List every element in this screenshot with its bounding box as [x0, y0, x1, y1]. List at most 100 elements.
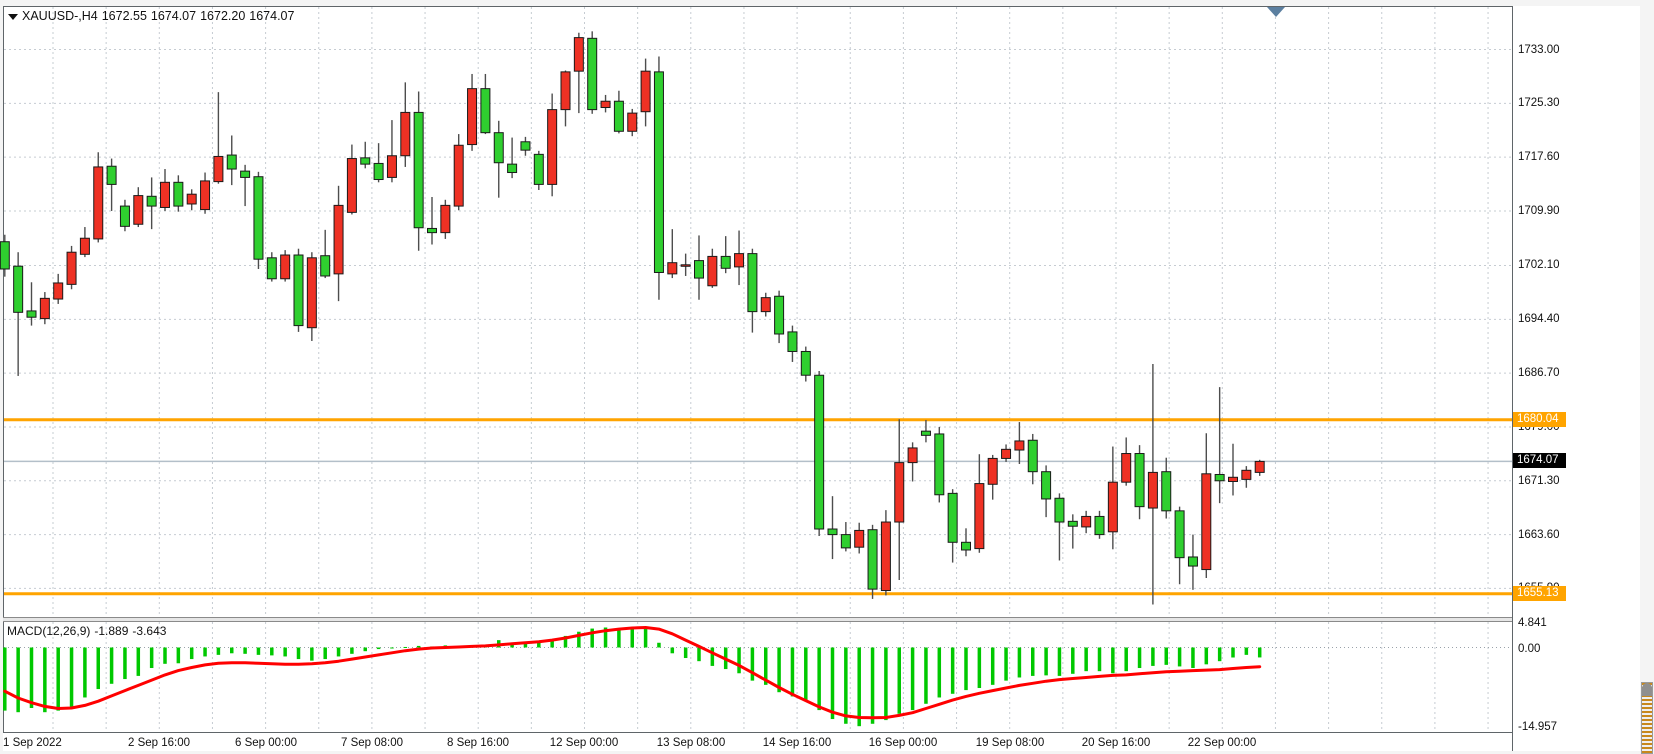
macd-histogram-bar	[977, 647, 982, 689]
time-axis-label: 16 Sep 00:00	[868, 737, 938, 749]
macd-histogram-bar	[350, 647, 354, 654]
price-axis-tick-label: 1709.90	[1518, 204, 1560, 217]
candle	[840, 522, 851, 552]
macd-histogram-bar	[1217, 647, 1222, 662]
macd-histogram-bar	[563, 635, 568, 648]
scrollbar-cap[interactable]	[1642, 683, 1652, 696]
price-axis-tick-label: 1671.30	[1518, 474, 1560, 487]
macd-signal-line	[3, 626, 1262, 720]
candle	[827, 496, 838, 560]
macd-histogram-bar	[216, 647, 221, 655]
macd-histogram-bar	[804, 647, 808, 702]
price-axis-tick-label: 1702.10	[1518, 259, 1560, 272]
price-axis-tick-label: 1725.30	[1518, 97, 1560, 110]
candle	[1067, 514, 1078, 549]
time-axis-label: 1 Sep 2022	[3, 737, 62, 749]
time-axis[interactable]	[3, 732, 1640, 751]
price-axis-tick-label: 1717.60	[1518, 151, 1560, 164]
candle	[987, 454, 998, 500]
candle	[934, 426, 945, 503]
macd-histogram-bar	[790, 647, 795, 697]
macd-histogram-bar	[577, 631, 581, 648]
macd-histogram-bar	[683, 647, 688, 659]
time-axis-label: 13 Sep 08:00	[656, 737, 726, 749]
time-axis-label: 12 Sep 00:00	[549, 737, 619, 749]
macd-histogram-bar	[617, 628, 621, 648]
price-axis-tick-label: 1733.00	[1518, 43, 1560, 56]
macd-histogram-bar	[1111, 647, 1115, 674]
macd-histogram-bar	[109, 647, 114, 684]
macd-histogram-bar	[83, 647, 87, 698]
candle	[200, 172, 211, 214]
candle	[533, 150, 544, 190]
macd-histogram-bar	[750, 647, 755, 681]
vertical-gridlines	[52, 7, 1489, 736]
candle	[480, 73, 491, 135]
pane-separator[interactable]	[3, 617, 1640, 622]
candle	[1081, 510, 1092, 534]
candle	[547, 93, 558, 197]
macd-histogram-bar	[764, 647, 768, 685]
candle	[573, 32, 584, 114]
candle	[160, 169, 170, 211]
candle	[961, 528, 971, 557]
macd-histogram-bar	[1031, 647, 1035, 676]
macd-histogram-bar	[96, 647, 100, 690]
macd-histogram-bar	[189, 647, 194, 660]
candle	[280, 250, 291, 282]
symbol-collapse-arrow-icon[interactable]	[8, 13, 18, 20]
macd-histogram-bar	[1231, 647, 1235, 658]
price-axis-tick-label: 1663.60	[1518, 528, 1560, 541]
macd-histogram-bar	[43, 647, 47, 713]
macd-histogram-bar	[136, 647, 141, 676]
macd-main-value: -1.889	[94, 624, 129, 638]
candle	[400, 82, 411, 167]
candle	[493, 120, 504, 198]
candle	[133, 187, 144, 228]
macd-histogram-bar	[1044, 647, 1048, 676]
candle	[974, 454, 985, 553]
macd-indicator-label: MACD(12,26,9) -1.889 -3.643	[7, 624, 170, 638]
candle	[947, 489, 958, 563]
time-axis-label: 7 Sep 08:00	[340, 737, 404, 749]
candle	[186, 189, 197, 211]
macd-histogram-bar	[56, 647, 60, 711]
macd-histogram-bar	[176, 647, 181, 664]
candle	[373, 143, 384, 183]
candle	[427, 196, 437, 245]
macd-histogram-bar	[390, 647, 394, 649]
macd-histogram-bar	[777, 647, 781, 693]
price-axis[interactable]	[1512, 6, 1640, 751]
candle	[119, 199, 130, 232]
candle	[440, 199, 451, 239]
candle	[226, 135, 237, 186]
candle	[1054, 493, 1065, 561]
candle	[1187, 534, 1198, 590]
candles-group	[0, 31, 1265, 605]
macd-histogram-bar	[203, 647, 207, 657]
candle	[920, 419, 931, 443]
macd-histogram-bar	[296, 647, 301, 660]
macd-histogram-bar	[16, 647, 20, 713]
macd-histogram-bar	[1004, 647, 1008, 681]
candle	[360, 141, 371, 169]
symbol-period-label: XAUUSD-,H4	[22, 9, 98, 23]
level-price-badge: 1655.13	[1513, 585, 1566, 601]
macd-histogram-bar	[69, 647, 74, 708]
chart-shift-marker-icon[interactable]	[1267, 7, 1285, 17]
time-axis-label: 20 Sep 16:00	[1081, 737, 1151, 749]
candle	[1201, 433, 1212, 578]
macd-histogram-bar	[29, 647, 34, 708]
macd-histogram-bar	[884, 647, 888, 721]
vertical-scrollbar-thumb[interactable]	[1641, 682, 1653, 754]
macd-histogram-bar	[870, 647, 875, 724]
macd-histogram-bar	[924, 647, 928, 704]
macd-histogram-bar	[657, 642, 661, 648]
macd-histogram-bar	[990, 647, 995, 685]
price-axis-tick-label: 1694.40	[1518, 313, 1560, 326]
macd-histogram-bar	[630, 629, 634, 648]
candle	[1001, 444, 1012, 462]
ohlc-close: 1674.07	[249, 9, 295, 23]
ohlc-high: 1674.07	[150, 9, 197, 23]
